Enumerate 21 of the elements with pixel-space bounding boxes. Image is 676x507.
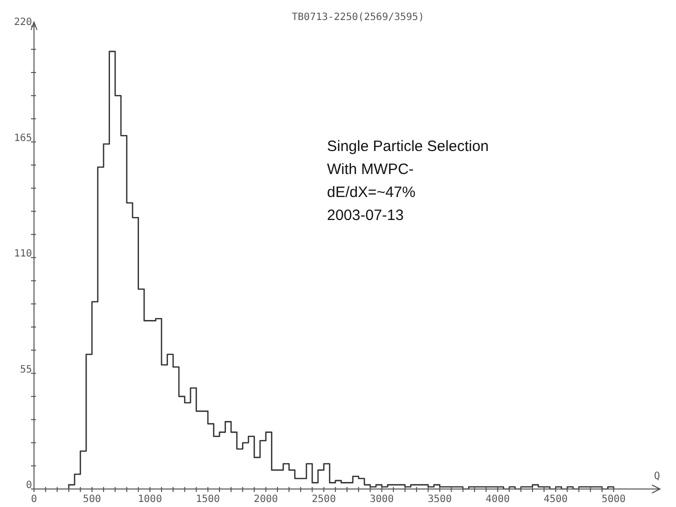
y-tick-label: 0 — [26, 480, 32, 491]
x-tick-label: 4000 — [486, 494, 510, 506]
annotation: dE/dX=~47% — [327, 184, 416, 201]
chart-title: TB0713-2250(2569/3595) — [292, 12, 424, 23]
y-tick-label: 165 — [14, 132, 32, 144]
x-tick-label: 1000 — [138, 494, 162, 506]
x-tick-label: 5000 — [602, 494, 626, 506]
annotation: 2003-07-13 — [327, 207, 404, 224]
x-tick-label: 500 — [82, 494, 101, 506]
x-axis-title: Q — [654, 471, 660, 482]
annotation: Single Particle Selection — [327, 138, 489, 155]
x-tick-label: 2500 — [312, 494, 336, 506]
x-tick-label: 2000 — [254, 494, 278, 506]
x-tick-label: 3000 — [370, 494, 394, 506]
x-tick-label: 1500 — [196, 494, 220, 506]
y-tick-label: 220 — [14, 17, 32, 28]
y-tick-label: 55 — [20, 364, 32, 376]
annotation: With MWPC- — [327, 161, 414, 178]
y-tick-label: 110 — [14, 248, 32, 260]
x-tick-label: 3500 — [428, 494, 452, 506]
x-tick-label: 4500 — [544, 494, 568, 506]
